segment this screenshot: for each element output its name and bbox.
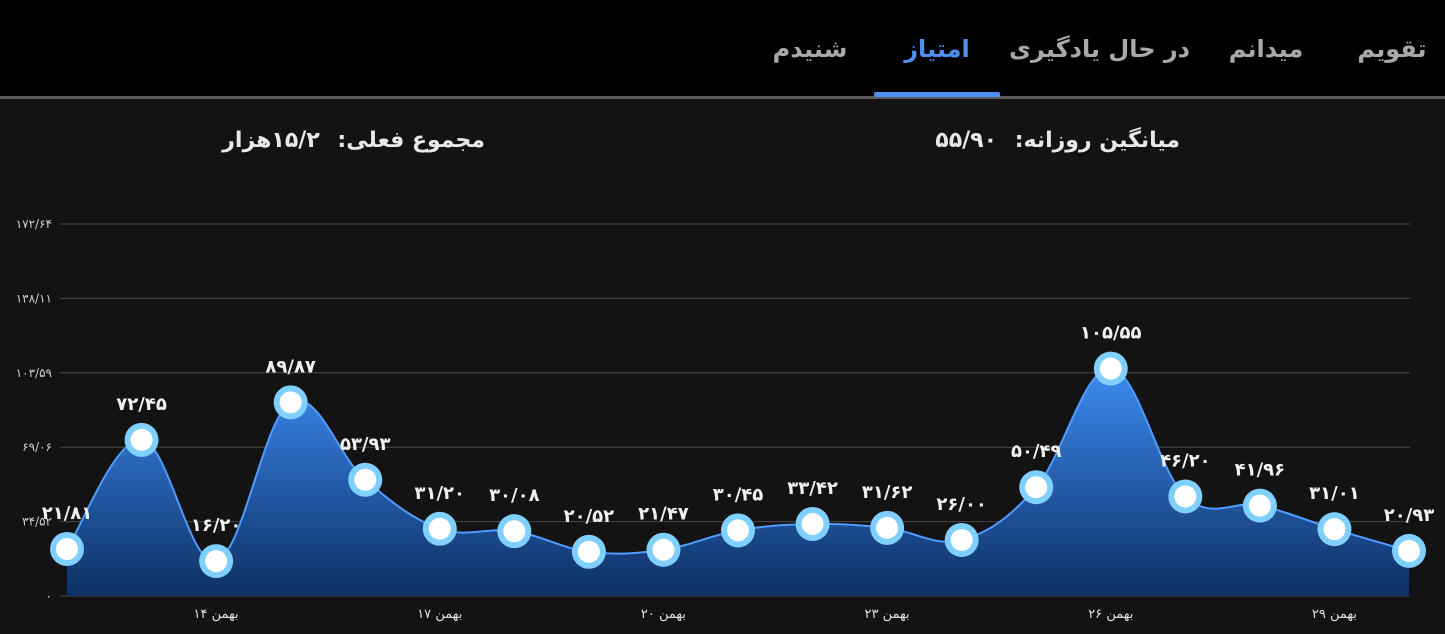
data-point	[1248, 494, 1271, 517]
y-tick-label: ۱۰۳/۵۹	[16, 366, 52, 380]
tab-learning[interactable]: در حال یادگیری	[1009, 35, 1190, 63]
data-point	[279, 391, 302, 414]
data-point	[1025, 476, 1048, 499]
data-points	[50, 351, 1426, 579]
current-total-label: مجموع فعلی:	[337, 128, 485, 153]
x-tick-label: ۱۷ بهمن	[417, 607, 462, 622]
tab-heard[interactable]: شنیدم	[772, 35, 848, 63]
data-point	[354, 468, 377, 491]
data-label: ۳۰/۰۸	[489, 485, 540, 506]
x-tick-label: ۲۹ بهمن	[1312, 607, 1357, 622]
data-label: ۴۶/۲۰	[1160, 450, 1211, 471]
y-tick-label: ۳۴/۵۲	[22, 515, 52, 529]
data-label: ۳۱/۰۱	[1309, 483, 1360, 504]
data-point	[801, 512, 824, 535]
data-point	[56, 538, 78, 561]
data-label: ۲۰/۹۳	[1384, 505, 1435, 526]
data-label: ۱۶/۲۰	[191, 515, 242, 536]
tab-bar-divider	[0, 96, 1445, 99]
data-point	[876, 516, 899, 539]
data-point	[130, 428, 153, 451]
x-tick-label: ۲۳ بهمن	[865, 607, 910, 622]
data-label: ۲۶/۰۰	[936, 494, 987, 515]
tab-score[interactable]: امتیاز	[904, 35, 970, 63]
data-label: ۵۳/۹۳	[340, 434, 391, 455]
series-line	[66, 367, 1410, 563]
data-label: ۲۱/۴۷	[638, 504, 689, 525]
x-tick-label: ۱۴ بهمن	[194, 607, 239, 622]
data-point	[205, 550, 228, 573]
data-label: ۳۱/۶۲	[862, 482, 913, 503]
top-tab-bar	[0, 0, 1445, 96]
daily-average-label: میانگین روزانه:	[1014, 128, 1180, 153]
current-total: مجموع فعلی: ۱۵/۲هزار	[205, 124, 485, 158]
data-point	[727, 519, 749, 542]
data-label: ۴۱/۹۶	[1235, 460, 1286, 481]
data-label: ۳۳/۴۲	[787, 478, 838, 499]
y-tick-label: ۶۹/۰۶	[22, 440, 52, 454]
data-point	[1099, 357, 1122, 380]
score-area-chart: ۰ ۳۴/۵۲ ۶۹/۰۶ ۱۰۳/۵۹ ۱۳۸/۱۱ ۱۷۲/۶۴ ۲۱/۸۱ ۷۲/۴۵…	[16, 217, 1435, 622]
tab-calendar[interactable]: تقویم	[1357, 35, 1427, 63]
active-tab-indicator	[874, 92, 1000, 97]
data-point	[950, 528, 973, 551]
data-point	[1398, 539, 1420, 562]
data-label: ۸۹/۸۷	[265, 356, 316, 377]
data-point	[1174, 485, 1197, 508]
daily-average: میانگین روزانه: ۵۵/۹۰	[900, 124, 1180, 158]
data-point	[428, 517, 451, 540]
data-label: ۳۱/۲۰	[415, 483, 466, 504]
data-point	[503, 520, 526, 543]
data-label: ۲۱/۸۱	[42, 503, 93, 524]
tab-field[interactable]: میدانم	[1228, 35, 1304, 63]
data-point	[1323, 518, 1346, 541]
data-label: ۱۰۵/۵۵	[1080, 323, 1142, 344]
daily-average-value: ۵۵/۹۰	[935, 128, 998, 153]
area-fill	[67, 368, 1409, 596]
data-point	[577, 540, 600, 563]
data-label: ۲۰/۵۲	[564, 506, 615, 527]
y-tick-label: ۱۳۸/۱۱	[16, 291, 52, 305]
current-total-value: ۱۵/۲هزار	[222, 128, 320, 153]
y-tick-label: ۱۷۲/۶۴	[16, 217, 52, 231]
y-tick-label: ۰	[46, 589, 52, 603]
data-point	[652, 538, 675, 561]
x-tick-label: ۲۰ بهمن	[641, 607, 686, 622]
y-axis: ۰ ۳۴/۵۲ ۶۹/۰۶ ۱۰۳/۵۹ ۱۳۸/۱۱ ۱۷۲/۶۴	[16, 217, 52, 603]
data-label: ۷۲/۴۵	[116, 394, 167, 415]
x-axis: ۱۴ بهمن ۱۷ بهمن ۲۰ بهمن ۲۳ بهمن ۲۶ بهمن ۲۹ به…	[194, 607, 1357, 622]
data-label: ۵۰/۴۹	[1011, 441, 1062, 462]
data-labels: ۲۱/۸۱ ۷۲/۴۵ ۱۶/۲۰ ۸۹/۸۷ ۵۳/۹۳ ۳۱/۲۰ ۳۰/۰۸ ۲۰/۵۲…	[42, 323, 1435, 537]
x-tick-label: ۲۶ بهمن	[1088, 607, 1133, 622]
data-label: ۳۰/۴۵	[713, 484, 764, 505]
